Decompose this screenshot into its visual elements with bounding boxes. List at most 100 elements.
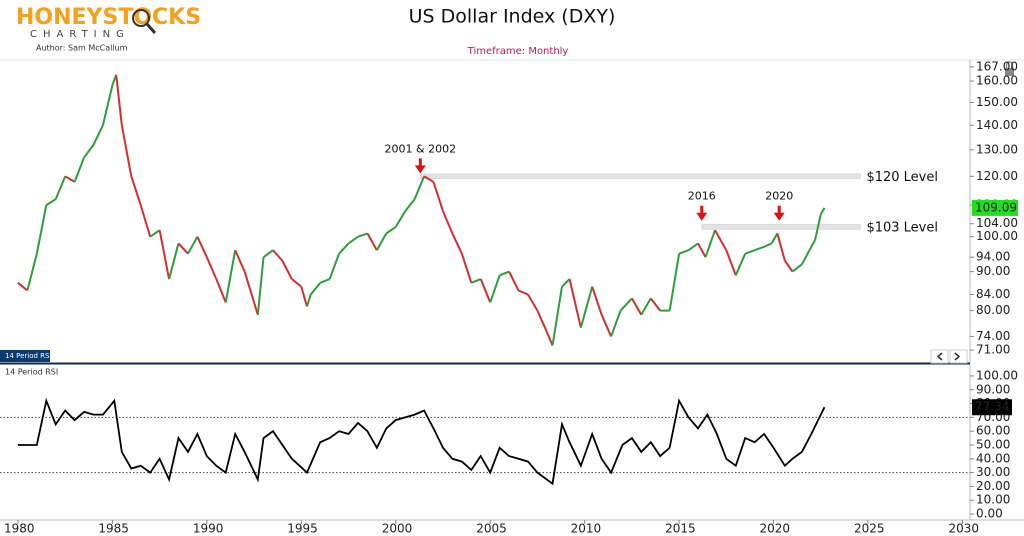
price-segment <box>115 74 123 126</box>
price-segment <box>177 242 189 255</box>
rsi-badge-label: 77.34 <box>975 400 1009 414</box>
price-segment <box>561 278 571 288</box>
price-segment <box>101 84 114 126</box>
annotation-label: 2001 & 2002 <box>385 142 457 155</box>
price-segment <box>26 253 38 291</box>
x-tick-label: 2025 <box>854 522 885 536</box>
price-segment <box>808 239 816 251</box>
rsi-tab[interactable] <box>0 350 50 362</box>
price-segment <box>508 271 520 291</box>
logo-icon <box>132 9 150 27</box>
annotation-label: 2020 <box>765 190 793 203</box>
lock-icon[interactable] <box>1005 68 1014 76</box>
price-segment <box>551 286 563 346</box>
y-tick-label: 94.00 <box>976 250 1010 264</box>
price-segment <box>17 282 29 292</box>
price-segment <box>518 289 529 296</box>
x-tick-label: 1985 <box>98 522 129 536</box>
price-segment <box>366 232 378 251</box>
price-segment <box>196 236 208 258</box>
price-segment <box>451 232 463 255</box>
price-segment <box>423 175 435 183</box>
price-segment <box>256 257 265 315</box>
x-tick-label: 2030 <box>948 522 979 536</box>
price-segment <box>272 249 284 262</box>
logo-sub: CHARTING <box>30 29 130 40</box>
price-segment <box>224 250 237 303</box>
price-segment <box>470 278 482 284</box>
price-segment <box>54 175 67 200</box>
rsi-label: 14 Period RSI <box>5 368 58 377</box>
x-tick-label: 2015 <box>665 522 696 536</box>
y-tick-label: 100.00 <box>976 229 1018 243</box>
price-segment <box>527 293 539 312</box>
price-segment <box>791 263 803 273</box>
price-segment <box>770 232 779 244</box>
price-segment <box>281 260 293 280</box>
price-segment <box>64 175 76 183</box>
price-segment <box>591 286 603 316</box>
rsi-badge <box>972 399 1012 416</box>
price-segment <box>489 274 501 303</box>
price-segment <box>704 229 716 258</box>
author: Author: Sam McCallum <box>36 44 128 53</box>
rsi-line <box>17 397 826 486</box>
price-segment <box>649 297 661 312</box>
x-tick-label: 1990 <box>193 522 224 536</box>
price-segment <box>158 229 171 280</box>
price-segment <box>338 242 350 255</box>
price-segment <box>130 176 142 206</box>
price-segment <box>309 282 321 296</box>
price-segment <box>744 249 755 255</box>
price-segment <box>631 297 643 316</box>
price-segment <box>800 249 811 265</box>
y-tick-label: 104.00 <box>976 216 1018 230</box>
price-segment <box>776 233 786 262</box>
y-tick-label: 120.00 <box>976 169 1018 183</box>
annotation-arrow <box>773 205 785 221</box>
price-segment <box>678 249 689 255</box>
level-label: $103 Level <box>866 220 938 235</box>
x-tick-label: 2000 <box>382 522 413 536</box>
y-tick-label: 130.00 <box>976 142 1018 156</box>
price-segment <box>35 204 48 254</box>
rsi-y-tick-label: 50.00 <box>976 438 1010 452</box>
rsi-y-tick-label: 100.00 <box>976 368 1018 382</box>
subtitle: Timeframe: Monthly <box>467 46 569 57</box>
y-tick-label: 167.00 <box>976 59 1018 73</box>
price-segment <box>328 253 341 280</box>
price-segment <box>168 243 180 280</box>
x-tick-label: 1995 <box>287 522 318 536</box>
price-segment <box>73 157 85 183</box>
price-segment <box>187 236 199 255</box>
price-segment <box>536 310 548 333</box>
price-segment <box>404 198 416 212</box>
price-segment <box>814 214 822 241</box>
rsi-y-tick-label: 30.00 <box>976 465 1010 479</box>
price-segment <box>714 229 728 251</box>
price-segment <box>139 204 152 237</box>
price-segment <box>215 278 227 303</box>
y-tick-label: 71.00 <box>976 343 1010 357</box>
price-segment <box>385 226 397 235</box>
price-segment <box>579 286 594 328</box>
price-segment <box>92 124 104 146</box>
rsi-tab-label: 14 Period RSI <box>5 352 52 360</box>
price-segment <box>784 260 794 273</box>
rsi-y-tick-label: 20.00 <box>976 479 1010 493</box>
annotation-label: 2016 <box>688 190 716 203</box>
price-segment <box>763 242 773 248</box>
rsi-y-tick-label: 0.00 <box>976 507 1003 521</box>
rsi-y-tick-label: 90.00 <box>976 382 1010 396</box>
level-band <box>420 173 861 180</box>
scroll-left[interactable] <box>930 349 949 364</box>
annotation-arrow <box>696 205 708 221</box>
price-segment <box>319 278 331 284</box>
price-segment <box>45 198 57 206</box>
price-segment <box>394 210 407 228</box>
lock-icon <box>1005 61 1014 68</box>
chart-title: US Dollar Index (DXY) <box>409 6 616 28</box>
x-tick-label: 2005 <box>476 522 507 536</box>
price-segment <box>697 242 707 258</box>
